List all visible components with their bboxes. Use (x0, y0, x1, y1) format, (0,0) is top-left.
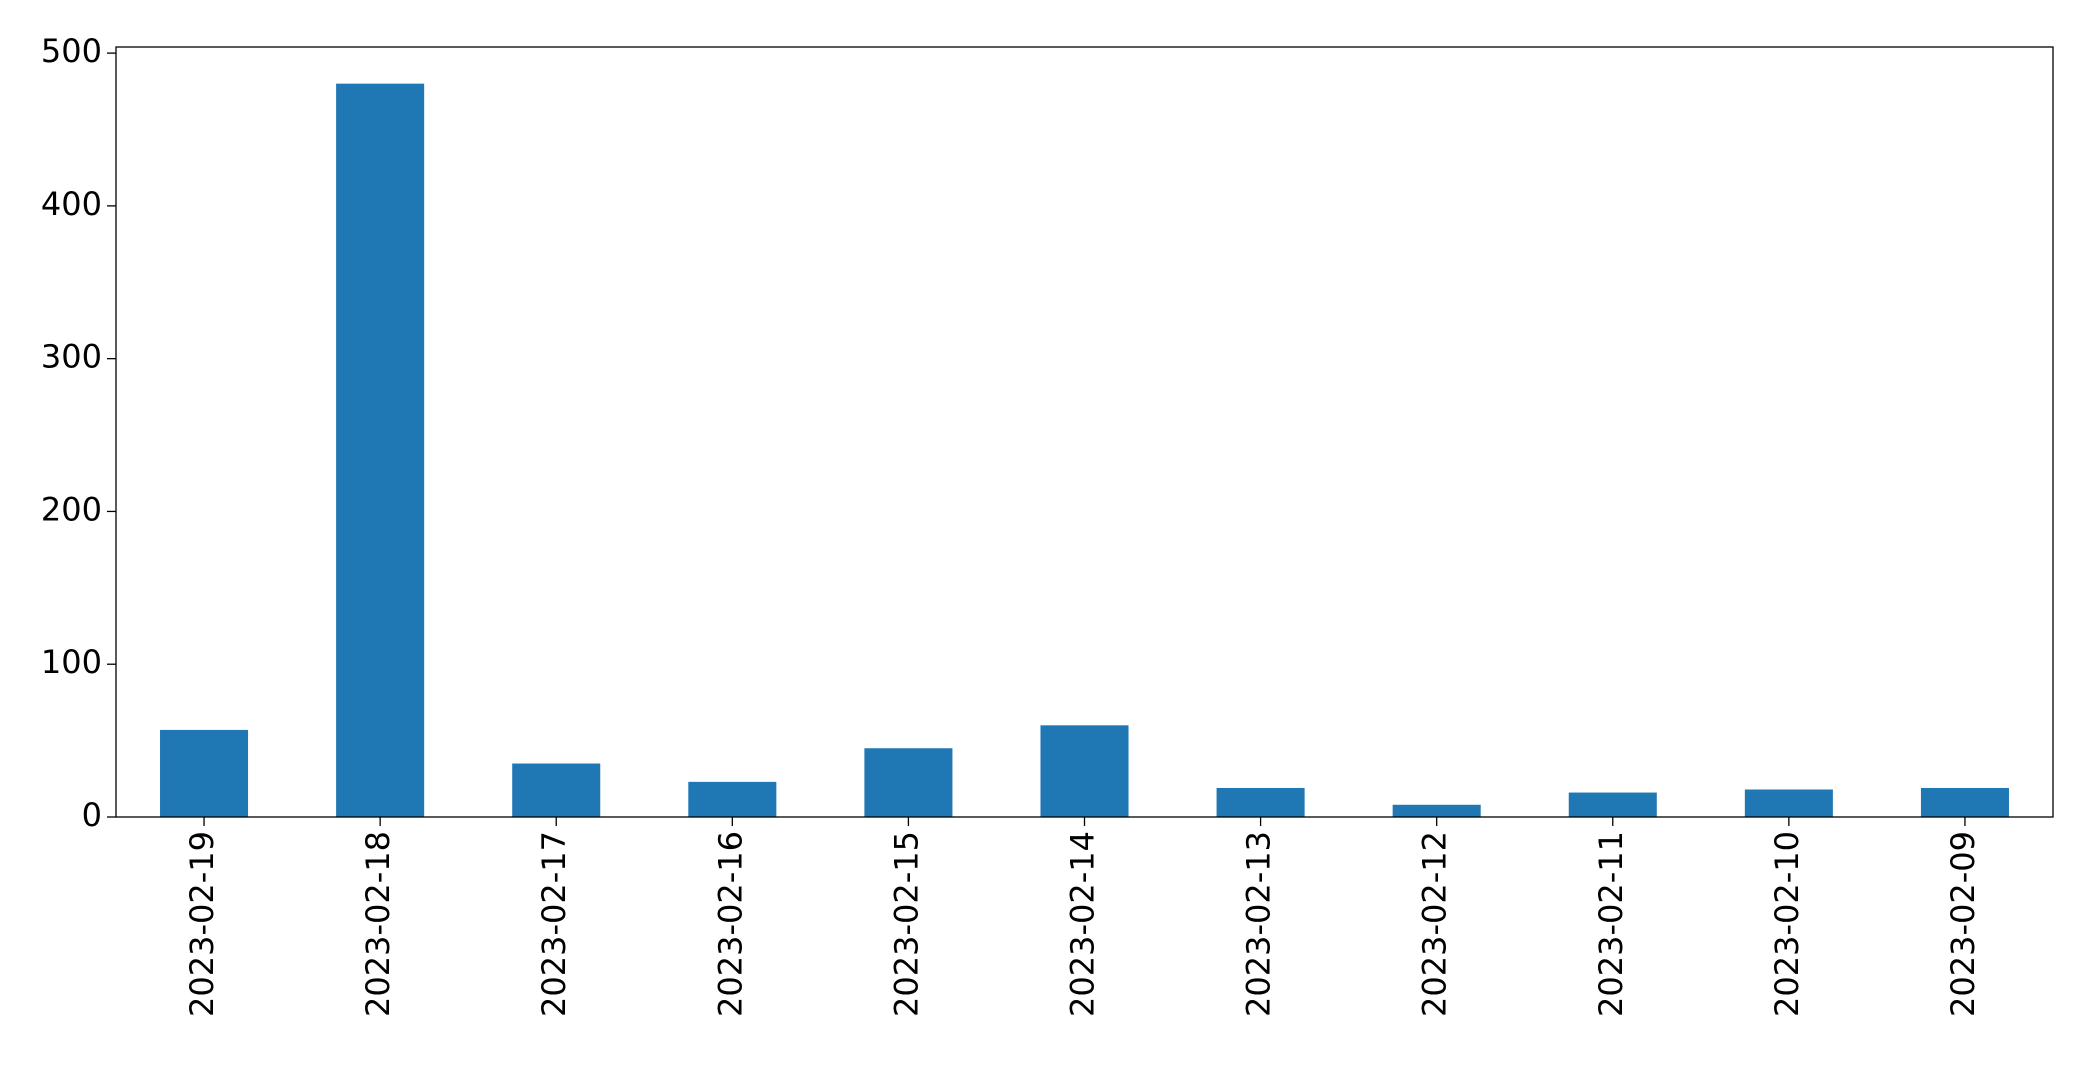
x-tick-label: 2023-02-16 (711, 831, 749, 1017)
x-tick-label: 2023-02-10 (1768, 831, 1806, 1017)
x-tick-label: 2023-02-14 (1064, 831, 1102, 1017)
bar (1392, 804, 1481, 817)
x-tick-label: 2023-02-19 (183, 831, 221, 1017)
bar (688, 781, 777, 817)
bar (1040, 725, 1129, 817)
bar (1216, 787, 1305, 817)
x-tick-label: 2023-02-15 (887, 831, 925, 1017)
bar (1920, 787, 2009, 817)
x-tick-label: 2023-02-17 (535, 831, 573, 1017)
bar (1744, 789, 1833, 817)
bar (512, 763, 601, 817)
bar (864, 748, 953, 817)
x-tick-label: 2023-02-18 (359, 831, 397, 1017)
x-tick-label: 2023-02-11 (1592, 831, 1630, 1017)
bar (160, 729, 249, 817)
x-tick-label: 2023-02-12 (1416, 831, 1454, 1017)
y-tick-label: 500 (41, 32, 102, 70)
y-tick-label: 400 (41, 185, 102, 223)
bar (336, 83, 425, 817)
bar (1568, 792, 1657, 817)
y-tick-label: 300 (41, 338, 102, 376)
y-tick-label: 100 (41, 643, 102, 681)
y-tick-label: 200 (41, 490, 102, 528)
x-tick-label: 2023-02-13 (1240, 831, 1278, 1017)
plot-frame (115, 46, 2054, 818)
y-tick-label: 0 (82, 796, 102, 834)
x-tick-label: 2023-02-09 (1944, 831, 1982, 1017)
